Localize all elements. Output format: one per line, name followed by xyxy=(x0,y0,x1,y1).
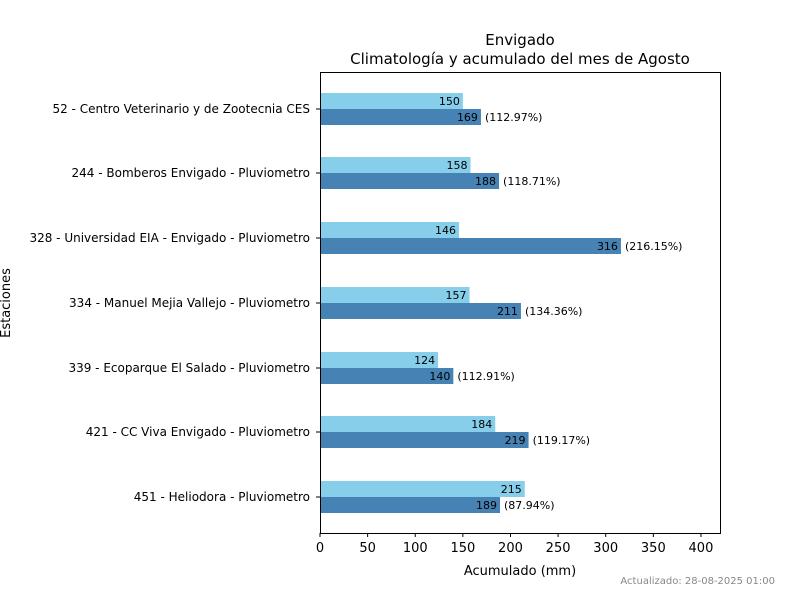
bar-acumulado xyxy=(320,497,500,513)
x-tick-label: 350 xyxy=(641,541,666,556)
y-tick-label: 421 - CC Viva Envigado - Pluviometro xyxy=(86,425,310,439)
bar-value-label: 158 xyxy=(446,159,467,172)
bar-value-label: 184 xyxy=(471,418,492,431)
x-tick-label: 150 xyxy=(450,541,475,556)
chart-title: Envigado xyxy=(485,31,554,49)
bar-percent-label: (112.97%) xyxy=(485,111,543,124)
bar-percent-label: (119.17%) xyxy=(533,434,591,447)
footer-updated: Actualizado: 28-08-2025 01:00 xyxy=(620,576,775,587)
bar-value-label: 189 xyxy=(476,499,497,512)
bar-percent-label: (216.15%) xyxy=(625,240,683,253)
bar-value-label: 188 xyxy=(475,175,496,188)
x-tick-label: 0 xyxy=(316,541,324,556)
x-tick-label: 200 xyxy=(498,541,523,556)
bar-acumulado xyxy=(320,303,521,319)
y-tick-label: 339 - Ecoparque El Salado - Pluviometro xyxy=(68,361,310,375)
bar-acumulado xyxy=(320,238,621,254)
y-tick-label: 451 - Heliodora - Pluviometro xyxy=(134,490,310,504)
bar-value-label: 219 xyxy=(505,434,526,447)
x-axis-label: Acumulado (mm) xyxy=(464,564,576,579)
bar-climatologia xyxy=(320,222,460,238)
bar-value-label: 316 xyxy=(597,240,618,253)
plot-frame xyxy=(320,72,721,534)
bar-climatologia xyxy=(320,287,470,303)
bar-acumulado xyxy=(320,432,529,448)
y-tick-label: 334 - Manuel Mejia Vallejo - Pluviometro xyxy=(69,296,310,310)
x-tick-label: 250 xyxy=(546,541,571,556)
bar-value-label: 215 xyxy=(501,483,522,496)
bar-climatologia xyxy=(320,93,463,109)
bar-percent-label: (87.94%) xyxy=(504,499,555,512)
bar-value-label: 157 xyxy=(446,289,467,302)
bar-value-label: 169 xyxy=(457,111,478,124)
bar-climatologia xyxy=(320,481,525,497)
bar-percent-label: (134.36%) xyxy=(525,305,583,318)
bar-climatologia xyxy=(320,416,496,432)
bar-value-label: 124 xyxy=(414,354,435,367)
bars-group xyxy=(320,93,621,513)
bar-labels-group: 150 169 (112.97%) 158 188 (118.71%) 146 316 (216… xyxy=(414,95,682,512)
x-tick-label: 100 xyxy=(403,541,428,556)
bar-value-label: 140 xyxy=(429,370,450,383)
bar-acumulado xyxy=(320,173,500,189)
bar-climatologia xyxy=(320,157,471,173)
chart-subtitle: Climatología y acumulado del mes de Agos… xyxy=(350,50,690,68)
x-tick-label: 400 xyxy=(689,541,714,556)
x-tick-labels: 0 50 100 150 200 250 300 350 400 xyxy=(316,533,714,556)
bar-value-label: 146 xyxy=(435,224,456,237)
y-tick-labels: 52 - Centro Veterinario y de Zootecnia C… xyxy=(29,102,320,504)
bar-percent-label: (112.91%) xyxy=(457,370,515,383)
x-tick-label: 300 xyxy=(593,541,618,556)
bar-value-label: 150 xyxy=(439,95,460,108)
bar-percent-label: (118.71%) xyxy=(503,175,561,188)
x-tick-label: 50 xyxy=(359,541,376,556)
bar-acumulado xyxy=(320,368,454,384)
bar-climatologia xyxy=(320,352,439,368)
y-axis-label: Estaciones xyxy=(0,268,14,338)
y-tick-label: 328 - Universidad EIA - Envigado - Pluvi… xyxy=(29,231,310,245)
bar-value-label: 211 xyxy=(497,305,518,318)
bar-acumulado xyxy=(320,109,481,125)
y-tick-label: 244 - Bomberos Envigado - Pluviometro xyxy=(72,166,310,180)
y-tick-label: 52 - Centro Veterinario y de Zootecnia C… xyxy=(52,102,310,116)
